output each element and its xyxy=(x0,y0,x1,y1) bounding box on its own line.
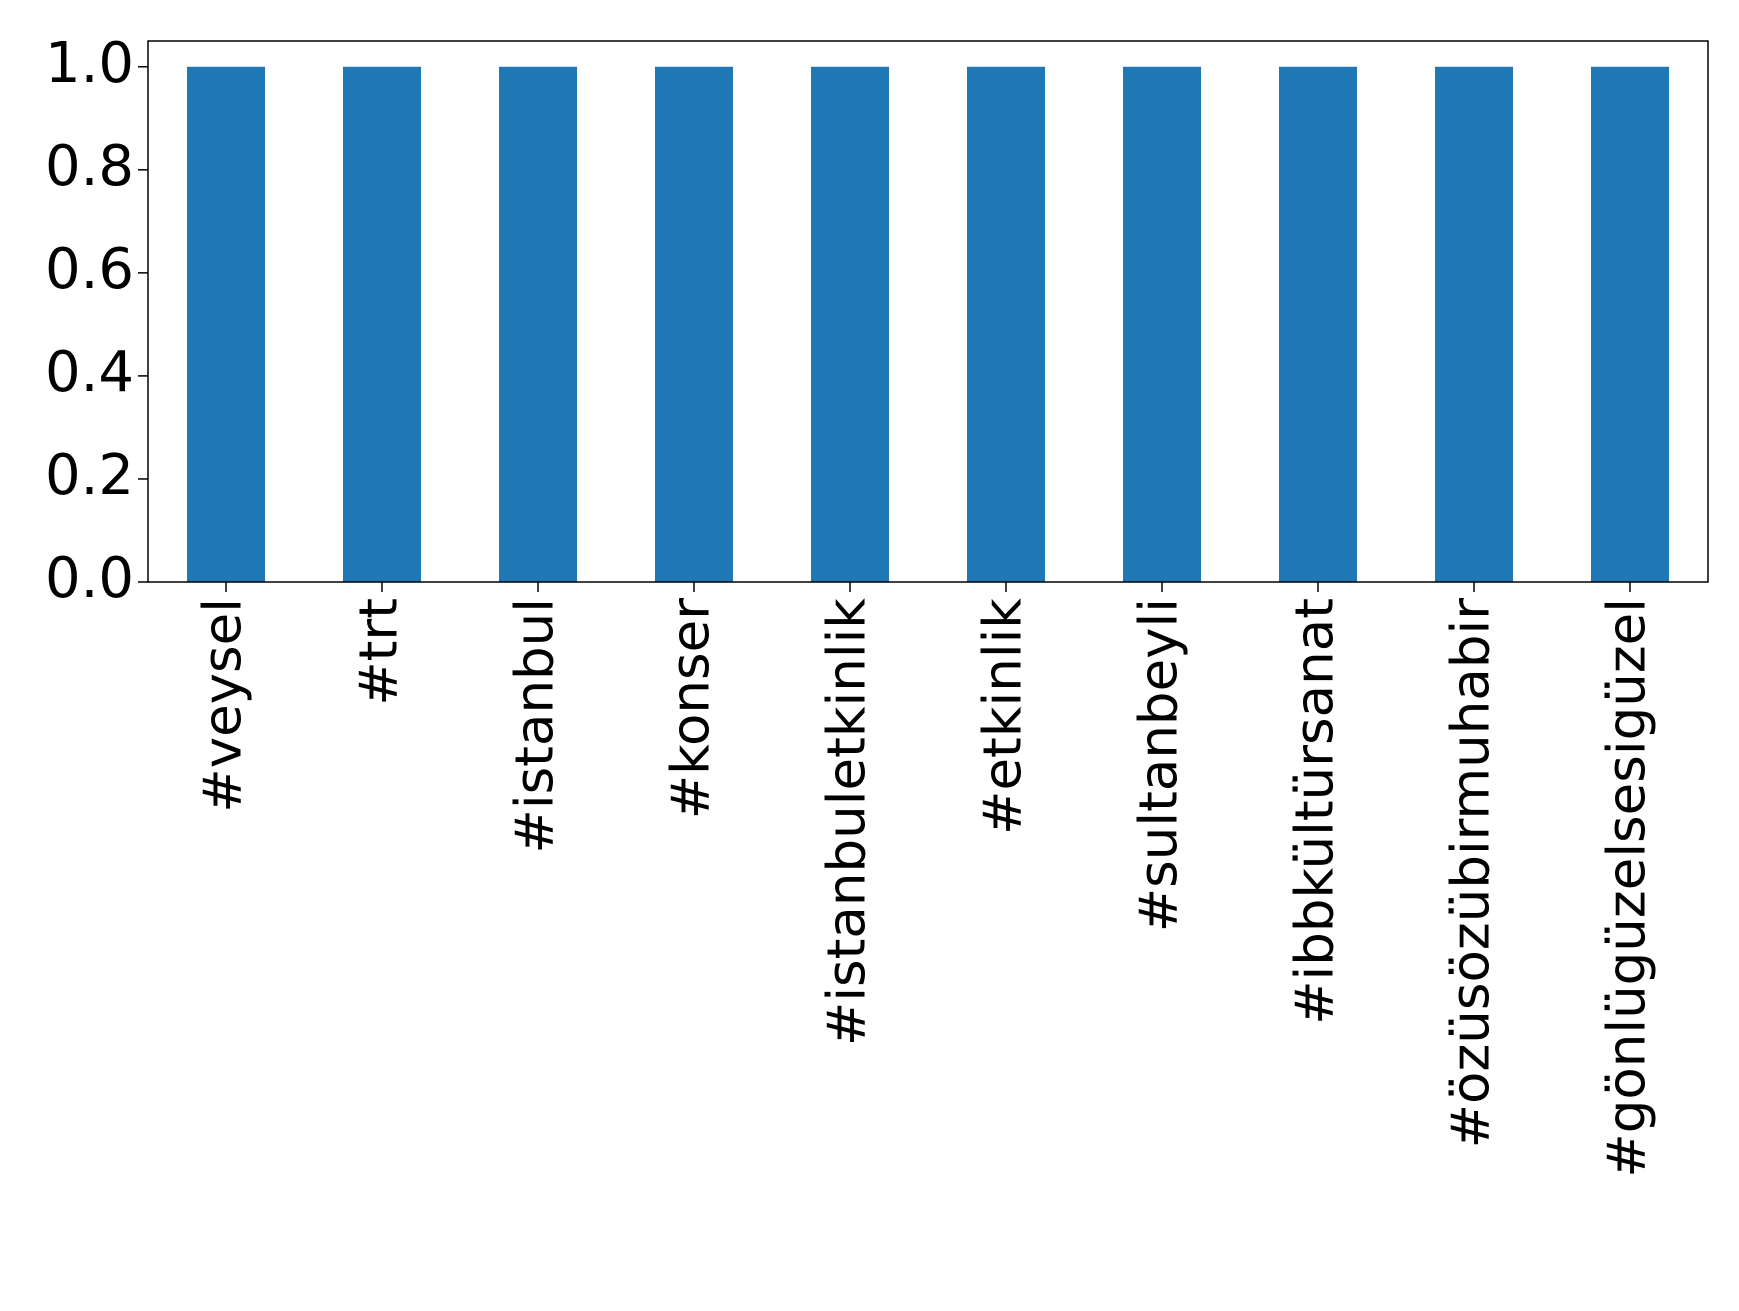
x-tick-label: #gönlügüzelsesigüzel xyxy=(1597,598,1658,1178)
bar xyxy=(655,66,733,582)
x-tick-label: #istanbul xyxy=(505,598,566,854)
y-tick-label: 0.2 xyxy=(45,443,134,508)
bar xyxy=(1123,66,1201,582)
bar xyxy=(1591,66,1669,582)
bar xyxy=(1279,66,1357,582)
y-tick-label: 0.0 xyxy=(45,546,134,611)
bar xyxy=(1435,66,1513,582)
x-tick-label: #konser xyxy=(661,598,722,819)
y-tick-label: 0.4 xyxy=(45,340,134,405)
x-tick-label: #veysel xyxy=(193,598,254,813)
y-tick-label: 1.0 xyxy=(45,31,134,96)
x-tick-label: #sultanbeyli xyxy=(1129,598,1190,932)
y-tick-label: 0.8 xyxy=(45,134,134,199)
x-tick-label: #trt xyxy=(349,598,410,706)
x-tick-label: #etkinlik xyxy=(973,598,1034,835)
x-tick-label: #özüsözübirmuhabir xyxy=(1441,598,1502,1149)
plot-frame xyxy=(147,40,1709,583)
x-tick-label: #ibbkültürsanat xyxy=(1285,598,1346,1025)
bar xyxy=(811,66,889,582)
bar xyxy=(967,66,1045,582)
bar xyxy=(187,66,265,582)
bar xyxy=(343,66,421,582)
x-tick-label: #istanbuletkinlik xyxy=(817,598,878,1046)
y-tick-label: 0.6 xyxy=(45,237,134,302)
bar xyxy=(499,66,577,582)
